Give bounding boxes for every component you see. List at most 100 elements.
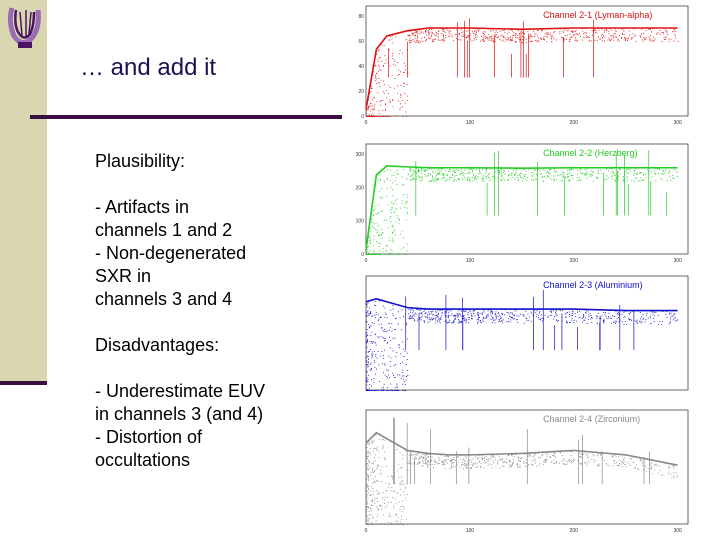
data-point — [403, 169, 405, 170]
data-point — [579, 452, 581, 454]
data-point — [572, 175, 574, 176]
data-point — [392, 226, 394, 228]
data-point — [492, 176, 493, 178]
data-point — [439, 322, 441, 324]
data-point — [382, 438, 384, 440]
data-point — [366, 478, 367, 480]
data-point — [409, 317, 411, 319]
data-point — [404, 102, 406, 104]
data-point — [554, 452, 556, 454]
data-point — [577, 169, 579, 171]
data-point — [461, 177, 463, 179]
data-point — [386, 187, 388, 189]
data-point — [672, 315, 674, 317]
data-point — [392, 372, 394, 374]
data-point — [515, 169, 517, 171]
data-point — [380, 79, 382, 81]
data-point — [672, 177, 674, 179]
data-point — [451, 466, 453, 468]
data-point — [561, 36, 563, 38]
data-point — [417, 309, 419, 311]
data-point — [626, 176, 628, 177]
data-point — [661, 173, 663, 175]
data-point — [417, 463, 418, 465]
data-point — [561, 174, 563, 176]
data-point — [371, 331, 373, 333]
panel-title: Channel 2-4 (Zirconium) — [543, 414, 640, 424]
data-point — [508, 178, 509, 180]
data-point — [533, 460, 535, 462]
data-point — [534, 35, 536, 37]
data-point — [477, 29, 479, 31]
data-point — [597, 465, 599, 467]
data-point — [423, 32, 425, 34]
data-point — [377, 509, 379, 511]
data-point — [564, 35, 566, 37]
data-point — [458, 33, 460, 35]
data-point — [499, 320, 501, 322]
data-point — [633, 180, 635, 182]
data-point — [393, 202, 395, 204]
data-point — [534, 309, 536, 311]
data-point — [402, 506, 404, 508]
data-point — [555, 170, 557, 172]
data-point — [420, 457, 422, 459]
data-point — [585, 453, 587, 455]
data-point — [478, 455, 480, 456]
data-point — [393, 241, 394, 243]
data-point — [386, 196, 388, 198]
data-point — [634, 172, 635, 174]
data-point — [484, 460, 486, 462]
data-point — [627, 172, 629, 174]
data-point — [480, 321, 482, 323]
data-point — [374, 457, 376, 459]
data-point — [571, 461, 572, 463]
data-point — [521, 457, 523, 459]
data-point — [373, 209, 375, 211]
data-point — [411, 316, 413, 318]
data-point — [540, 37, 542, 39]
data-point — [489, 35, 491, 37]
data-point — [447, 316, 449, 318]
data-point — [480, 40, 481, 42]
data-point — [418, 170, 420, 172]
data-point — [384, 55, 386, 57]
data-point — [382, 372, 384, 374]
data-point — [578, 34, 580, 36]
data-point — [383, 180, 385, 182]
data-point — [473, 310, 475, 312]
data-point — [379, 524, 381, 525]
data-point — [487, 310, 489, 312]
data-point — [373, 360, 375, 362]
data-point — [596, 32, 598, 34]
data-point — [553, 32, 555, 34]
data-point — [459, 39, 461, 41]
data-point — [591, 317, 592, 319]
data-point — [393, 239, 395, 241]
data-point — [602, 33, 604, 35]
data-point — [654, 38, 656, 40]
data-point — [588, 316, 590, 318]
data-point — [366, 443, 368, 445]
data-point — [407, 173, 409, 175]
data-point — [383, 389, 385, 391]
data-point — [369, 523, 371, 525]
data-point — [574, 36, 576, 38]
data-point — [579, 179, 581, 181]
data-point — [515, 173, 516, 175]
data-point — [413, 454, 415, 456]
data-point — [668, 176, 670, 178]
data-point — [433, 41, 434, 42]
data-point — [559, 310, 561, 312]
data-point — [406, 194, 408, 196]
data-point — [390, 339, 392, 341]
data-point — [512, 464, 513, 466]
data-point — [524, 175, 526, 177]
data-point — [443, 460, 445, 462]
data-point — [377, 92, 379, 94]
data-point — [366, 379, 367, 381]
series-line — [365, 27, 678, 110]
data-point — [629, 319, 631, 321]
data-point — [492, 41, 494, 43]
data-point — [514, 178, 516, 180]
